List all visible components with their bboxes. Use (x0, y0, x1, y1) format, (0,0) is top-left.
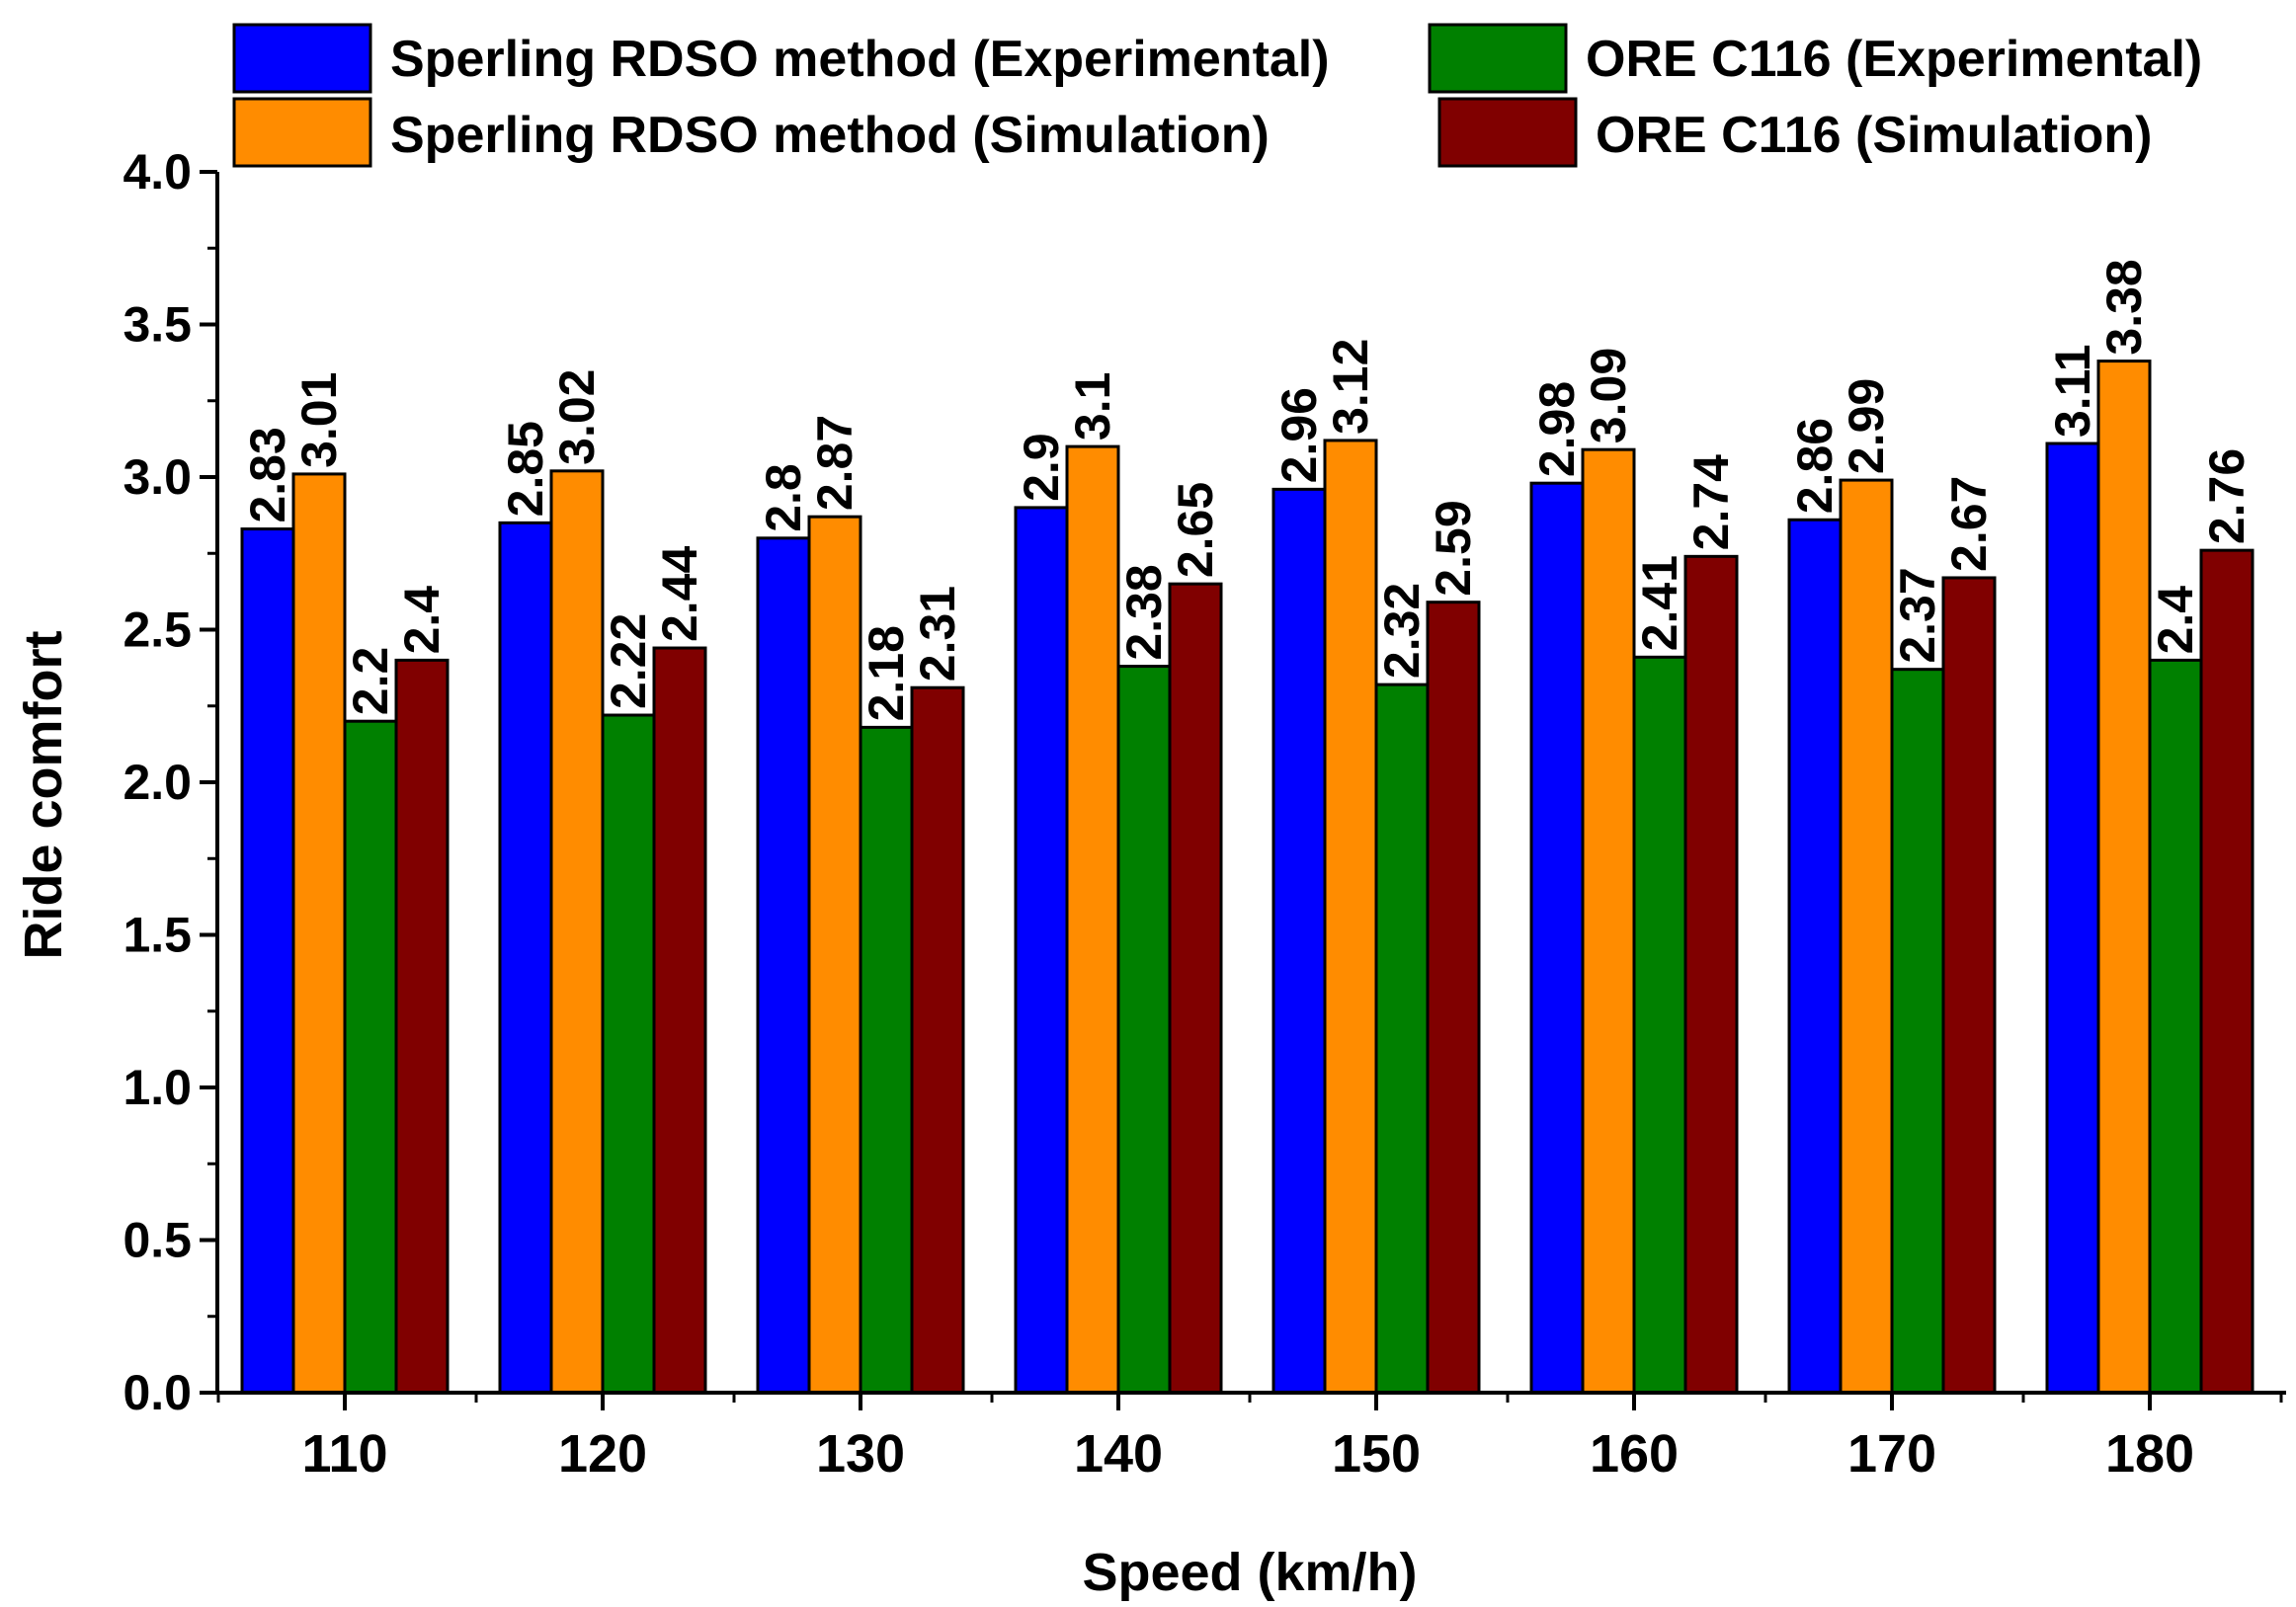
bar-s1-160 (1581, 447, 1636, 1395)
legend-label: ORE C116 (Experimental) (1586, 31, 2202, 88)
legend-label: Sperling RDSO method (Experimental) (390, 31, 1330, 88)
y-axis-title: Ride comfort (14, 630, 73, 959)
bar-s1-140 (1065, 444, 1120, 1395)
bar-value-label: 3.11 (2045, 344, 2100, 438)
bar-s0-170 (1787, 518, 1843, 1395)
legend-label: Sperling RDSO method (Simulation) (390, 107, 1270, 164)
bar-s3-110 (394, 658, 450, 1395)
bar-value-label: 2.2 (343, 647, 398, 716)
y-tick-label: 1.5 (123, 908, 192, 963)
x-tick-label: 170 (1847, 1424, 1936, 1484)
y-tick-label: 2.5 (123, 603, 192, 658)
y-tick-label: 1.0 (123, 1060, 192, 1115)
x-tick-label: 110 (301, 1424, 387, 1484)
bar-value-label: 2.32 (1374, 583, 1430, 679)
bar-s2-140 (1116, 665, 1172, 1395)
y-tick-label: 2.0 (123, 755, 192, 810)
bar-s3-150 (1426, 601, 1481, 1395)
bar-s3-120 (652, 646, 707, 1395)
bar-value-label: 2.22 (601, 613, 656, 709)
bar-s0-110 (240, 527, 295, 1395)
legend-swatch (232, 23, 372, 94)
bar-value-label: 2.85 (498, 421, 553, 517)
bar-s2-130 (859, 725, 914, 1395)
bars (240, 360, 2255, 1395)
bar-s1-110 (291, 472, 347, 1395)
bar-value-label: 2.65 (1168, 482, 1223, 578)
bar-s0-160 (1529, 481, 1585, 1395)
bar-s1-180 (2096, 360, 2152, 1395)
axes: 0.0 0.5 1.0 1.5 2.0 2.5 3.0 3.5 4.0 110 120 130 140 1… (123, 144, 2286, 1484)
bar-value-label: 2.86 (1787, 418, 1843, 514)
y-tick-label: 3.0 (123, 449, 192, 505)
bar-s0-150 (1271, 487, 1327, 1395)
x-tick-label: 140 (1074, 1424, 1163, 1484)
bar-value-label: 2.96 (1271, 387, 1327, 483)
bar-value-label: 2.41 (1632, 555, 1687, 651)
bar-value-label: 2.87 (807, 415, 862, 511)
bar-s3-140 (1168, 582, 1223, 1395)
bar-value-label: 2.9 (1014, 433, 1069, 502)
bar-value-label: 2.98 (1529, 381, 1585, 477)
bar-value-label: 2.31 (910, 586, 965, 682)
legend-swatch (1428, 23, 1568, 94)
bar-s3-170 (1941, 576, 1997, 1395)
y-tick-label: 0.0 (123, 1365, 192, 1420)
y-tick-label: 3.5 (123, 297, 192, 353)
bar-value-label: 3.38 (2096, 259, 2152, 355)
bar-value-label: 2.59 (1426, 500, 1481, 596)
y-tick-label: 0.5 (123, 1213, 192, 1268)
bar-s1-130 (807, 515, 862, 1395)
bar-value-label: 2.37 (1890, 567, 1945, 663)
bar-value-label: 2.76 (2199, 448, 2255, 544)
legend-label: ORE C116 (Simulation) (1596, 107, 2152, 164)
bar-value-label: 3.02 (549, 368, 605, 464)
bar-value-label: 2.18 (859, 625, 914, 721)
x-axis-title: Speed (km/h) (1082, 1543, 1417, 1602)
bar-s1-170 (1839, 478, 1894, 1395)
bar-s0-130 (756, 536, 811, 1395)
bar-value-label: 2.99 (1839, 378, 1894, 474)
bar-value-label: 2.38 (1116, 564, 1172, 660)
bar-s1-120 (549, 469, 605, 1395)
bar-value-label: 3.01 (291, 372, 347, 468)
bar-value-label: 2.83 (240, 427, 295, 522)
bar-s2-170 (1890, 668, 1945, 1395)
bar-s1-150 (1323, 439, 1378, 1395)
y-tick-label: 4.0 (123, 144, 192, 200)
bar-value-label: 2.74 (1683, 454, 1739, 551)
legend-swatch (232, 97, 372, 168)
bar-value-label: 2.44 (652, 546, 707, 643)
bar-value-label: 2.4 (394, 586, 450, 655)
bar-s2-110 (343, 719, 398, 1395)
bar-s0-120 (498, 521, 553, 1395)
legend: Sperling RDSO method (Experimental) Sperl… (232, 23, 2202, 168)
bar-s2-180 (2148, 658, 2203, 1395)
bar-s0-180 (2045, 442, 2100, 1395)
bar-s2-160 (1632, 655, 1687, 1395)
bar-value-label: 3.09 (1581, 348, 1636, 443)
x-tick-label: 120 (558, 1424, 647, 1484)
bar-value-label: 2.4 (2148, 586, 2203, 655)
bar-value-label: 2.8 (756, 463, 811, 532)
bar-value-label: 3.12 (1323, 339, 1378, 435)
bar-s2-150 (1374, 683, 1430, 1395)
bar-s3-130 (910, 685, 965, 1395)
bar-value-labels: 2.83 2.85 2.8 2.9 2.96 2.98 2.86 3.11 3.01 3.02 2.… (240, 259, 2255, 721)
bar-value-label: 3.1 (1065, 372, 1120, 442)
bar-value-label: 2.67 (1941, 476, 1997, 572)
bar-s2-120 (601, 713, 656, 1395)
bar-s0-140 (1014, 506, 1069, 1395)
legend-swatch (1437, 97, 1578, 168)
x-tick-label: 150 (1332, 1424, 1421, 1484)
x-tick-label: 130 (816, 1424, 905, 1484)
x-tick-label: 160 (1590, 1424, 1679, 1484)
x-tick-label: 180 (2105, 1424, 2194, 1484)
bar-s3-160 (1683, 554, 1739, 1395)
bar-s3-180 (2199, 548, 2255, 1395)
